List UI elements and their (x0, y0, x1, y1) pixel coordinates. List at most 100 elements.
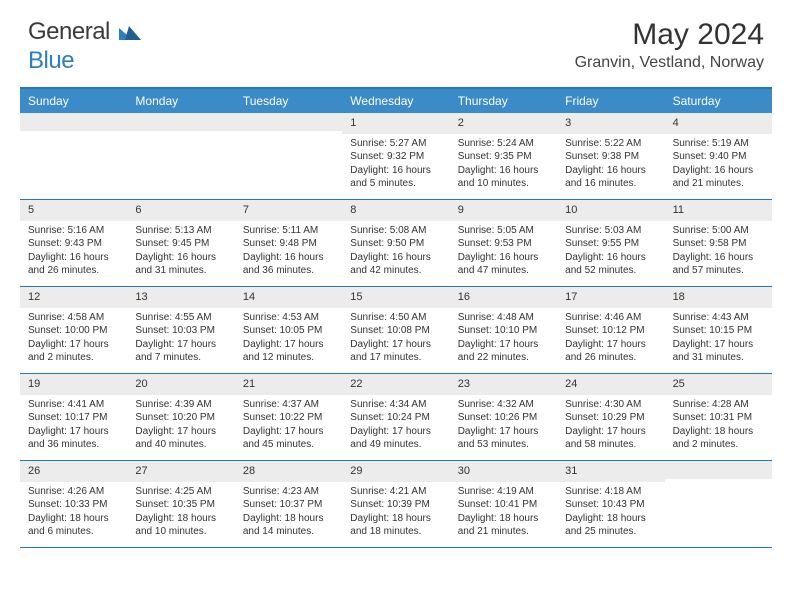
daylight-line: Daylight: 16 hours and 5 minutes. (350, 164, 441, 191)
day-10: 10Sunrise: 5:03 AMSunset: 9:55 PMDayligh… (557, 200, 664, 286)
weekday-wednesday: Wednesday (342, 89, 449, 113)
day-details: Sunrise: 4:53 AMSunset: 10:05 PMDaylight… (235, 308, 342, 371)
daylight-line: Daylight: 17 hours and 26 minutes. (565, 338, 656, 365)
day-number: 28 (235, 461, 342, 482)
empty-cell (20, 113, 127, 199)
sunset-line: Sunset: 10:05 PM (243, 324, 334, 338)
day-details: Sunrise: 4:34 AMSunset: 10:24 PMDaylight… (342, 395, 449, 458)
day-details: Sunrise: 5:27 AMSunset: 9:32 PMDaylight:… (342, 134, 449, 197)
week-row: 5Sunrise: 5:16 AMSunset: 9:43 PMDaylight… (20, 200, 772, 287)
day-3: 3Sunrise: 5:22 AMSunset: 9:38 PMDaylight… (557, 113, 664, 199)
sunset-line: Sunset: 10:43 PM (565, 498, 656, 512)
day-details: Sunrise: 4:39 AMSunset: 10:20 PMDaylight… (127, 395, 234, 458)
sunrise-line: Sunrise: 4:53 AM (243, 311, 334, 325)
day-16: 16Sunrise: 4:48 AMSunset: 10:10 PMDaylig… (450, 287, 557, 373)
weekday-sunday: Sunday (20, 89, 127, 113)
day-details: Sunrise: 4:50 AMSunset: 10:08 PMDaylight… (342, 308, 449, 371)
sunset-line: Sunset: 9:38 PM (565, 150, 656, 164)
logo-triangle-icon (119, 19, 141, 47)
sunset-line: Sunset: 10:12 PM (565, 324, 656, 338)
day-number: 10 (557, 200, 664, 221)
sunset-line: Sunset: 9:45 PM (135, 237, 226, 251)
day-number: 31 (557, 461, 664, 482)
day-number: 14 (235, 287, 342, 308)
day-7: 7Sunrise: 5:11 AMSunset: 9:48 PMDaylight… (235, 200, 342, 286)
sunrise-line: Sunrise: 5:00 AM (673, 224, 764, 238)
empty-cell (127, 113, 234, 199)
day-22: 22Sunrise: 4:34 AMSunset: 10:24 PMDaylig… (342, 374, 449, 460)
daylight-line: Daylight: 17 hours and 58 minutes. (565, 425, 656, 452)
day-27: 27Sunrise: 4:25 AMSunset: 10:35 PMDaylig… (127, 461, 234, 547)
day-23: 23Sunrise: 4:32 AMSunset: 10:26 PMDaylig… (450, 374, 557, 460)
sunrise-line: Sunrise: 4:23 AM (243, 485, 334, 499)
daylight-line: Daylight: 18 hours and 25 minutes. (565, 512, 656, 539)
sunrise-line: Sunrise: 5:05 AM (458, 224, 549, 238)
day-details: Sunrise: 4:28 AMSunset: 10:31 PMDaylight… (665, 395, 772, 458)
day-6: 6Sunrise: 5:13 AMSunset: 9:45 PMDaylight… (127, 200, 234, 286)
day-5: 5Sunrise: 5:16 AMSunset: 9:43 PMDaylight… (20, 200, 127, 286)
daylight-line: Daylight: 17 hours and 53 minutes. (458, 425, 549, 452)
day-number: 26 (20, 461, 127, 482)
sunrise-line: Sunrise: 4:30 AM (565, 398, 656, 412)
daylight-line: Daylight: 17 hours and 36 minutes. (28, 425, 119, 452)
brand-word1: General (28, 18, 110, 45)
day-number: 22 (342, 374, 449, 395)
day-number: 23 (450, 374, 557, 395)
sunrise-line: Sunrise: 5:19 AM (673, 137, 764, 151)
day-number: 6 (127, 200, 234, 221)
daylight-line: Daylight: 18 hours and 10 minutes. (135, 512, 226, 539)
day-29: 29Sunrise: 4:21 AMSunset: 10:39 PMDaylig… (342, 461, 449, 547)
daylight-line: Daylight: 17 hours and 22 minutes. (458, 338, 549, 365)
daylight-line: Daylight: 16 hours and 47 minutes. (458, 251, 549, 278)
day-number: 25 (665, 374, 772, 395)
day-details: Sunrise: 5:11 AMSunset: 9:48 PMDaylight:… (235, 221, 342, 284)
day-18: 18Sunrise: 4:43 AMSunset: 10:15 PMDaylig… (665, 287, 772, 373)
day-number: 8 (342, 200, 449, 221)
daylight-line: Daylight: 16 hours and 26 minutes. (28, 251, 119, 278)
day-13: 13Sunrise: 4:55 AMSunset: 10:03 PMDaylig… (127, 287, 234, 373)
sunrise-line: Sunrise: 4:28 AM (673, 398, 764, 412)
sunrise-line: Sunrise: 5:13 AM (135, 224, 226, 238)
month-title: May 2024 (575, 18, 764, 52)
day-number: 19 (20, 374, 127, 395)
day-details: Sunrise: 5:19 AMSunset: 9:40 PMDaylight:… (665, 134, 772, 197)
day-number: 1 (342, 113, 449, 134)
daylight-line: Daylight: 16 hours and 16 minutes. (565, 164, 656, 191)
day-details: Sunrise: 5:24 AMSunset: 9:35 PMDaylight:… (450, 134, 557, 197)
brand-word2: Blue (28, 47, 74, 74)
day-number: 30 (450, 461, 557, 482)
day-number: 27 (127, 461, 234, 482)
sunrise-line: Sunrise: 4:46 AM (565, 311, 656, 325)
day-1: 1Sunrise: 5:27 AMSunset: 9:32 PMDaylight… (342, 113, 449, 199)
week-row: 19Sunrise: 4:41 AMSunset: 10:17 PMDaylig… (20, 374, 772, 461)
sunset-line: Sunset: 10:35 PM (135, 498, 226, 512)
sunrise-line: Sunrise: 4:41 AM (28, 398, 119, 412)
day-details: Sunrise: 5:03 AMSunset: 9:55 PMDaylight:… (557, 221, 664, 284)
sunset-line: Sunset: 10:17 PM (28, 411, 119, 425)
sunrise-line: Sunrise: 4:34 AM (350, 398, 441, 412)
day-number: 9 (450, 200, 557, 221)
weekday-friday: Friday (557, 89, 664, 113)
day-number: 24 (557, 374, 664, 395)
daylight-line: Daylight: 16 hours and 10 minutes. (458, 164, 549, 191)
daylight-line: Daylight: 17 hours and 45 minutes. (243, 425, 334, 452)
location: Granvin, Vestland, Norway (575, 54, 764, 72)
day-14: 14Sunrise: 4:53 AMSunset: 10:05 PMDaylig… (235, 287, 342, 373)
day-number: 7 (235, 200, 342, 221)
day-17: 17 Sunrise: 4:46 AMSunset: 10:12 PMDaylig… (557, 287, 664, 373)
day-28: 28Sunrise: 4:23 AMSunset: 10:37 PMDaylig… (235, 461, 342, 547)
day-25: 25Sunrise: 4:28 AMSunset: 10:31 PMDaylig… (665, 374, 772, 460)
daylight-line: Daylight: 18 hours and 21 minutes. (458, 512, 549, 539)
sunset-line: Sunset: 9:55 PM (565, 237, 656, 251)
sunset-line: Sunset: 10:08 PM (350, 324, 441, 338)
day-details: Sunrise: 4:21 AMSunset: 10:39 PMDaylight… (342, 482, 449, 545)
sunrise-line: Sunrise: 4:18 AM (565, 485, 656, 499)
day-details: Sunrise: 4:30 AMSunset: 10:29 PMDaylight… (557, 395, 664, 458)
sunrise-line: Sunrise: 4:26 AM (28, 485, 119, 499)
sunset-line: Sunset: 10:39 PM (350, 498, 441, 512)
sunset-line: Sunset: 10:33 PM (28, 498, 119, 512)
header: General Blue May 2024 Granvin, Vestland,… (0, 0, 792, 83)
day-details: Sunrise: 4:48 AMSunset: 10:10 PMDaylight… (450, 308, 557, 371)
day-number: 17 (557, 287, 664, 308)
day-12: 12Sunrise: 4:58 AMSunset: 10:00 PMDaylig… (20, 287, 127, 373)
